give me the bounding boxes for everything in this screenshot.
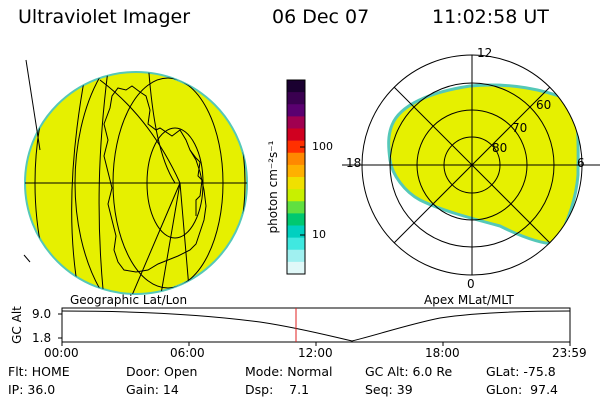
colorbar-cell (287, 213, 305, 227)
colorbar-cell (287, 128, 305, 142)
colorbar-cell (287, 189, 305, 202)
colorbar-cell (287, 201, 305, 214)
color-scale (286, 79, 306, 275)
status-gc-altitude: GC Alt: 6.0 Re (365, 364, 453, 379)
altitude-xtick: 12:00 (298, 346, 333, 360)
meridian-line (129, 182, 181, 294)
instrument-title: Ultraviolet Imager (18, 6, 191, 28)
altitude-plot (58, 307, 571, 346)
mlat-label-60: 60 (536, 98, 552, 112)
colorbar-cell (287, 92, 305, 105)
colorbar-cell (287, 237, 305, 251)
mlt-label-left: 18 (346, 156, 362, 170)
status-flight: Flt: HOME (8, 364, 70, 379)
altitude-xtick: 18:00 (425, 346, 460, 360)
meridian-line (25, 59, 41, 151)
observation-date: 06 Dec 07 (272, 6, 370, 28)
colorbar-cell (287, 261, 305, 275)
altitude-xtick: 00:00 (44, 346, 79, 360)
status-door: Door: Open (126, 364, 198, 379)
altitude-ytick-high: 9.0 (32, 307, 52, 321)
status-sequence: Seq: 39 (365, 382, 413, 397)
colorbar-cell (287, 152, 305, 166)
colorbar-cell (287, 140, 305, 154)
colorbar-cell (287, 164, 305, 178)
colorbar-cell (287, 80, 305, 93)
altitude-ytick-low: 1.8 (32, 331, 52, 345)
status-geo-longitude: GLon: 97.4 (486, 382, 558, 397)
altitude-curve (61, 310, 571, 342)
status-ip: IP: 36.0 (8, 382, 56, 397)
colorbar-cell (287, 177, 305, 190)
geographic-image (23, 59, 248, 295)
colorbar-tick-10: 10 (312, 228, 326, 241)
meridian-line (147, 72, 176, 184)
mlt-label-top: 12 (477, 46, 493, 60)
mlt-diagonal (393, 86, 551, 244)
altitude-ylabel: GC Alt (10, 306, 24, 344)
meridian-line (99, 79, 181, 184)
mlat-label-70: 70 (512, 121, 528, 135)
colorbar-cell (287, 225, 305, 239)
geographic-caption: Geographic Lat/Lon (70, 293, 188, 307)
meridian-line (23, 254, 31, 263)
mlat-label-80: 80 (492, 141, 508, 155)
colorbar-tick-100: 100 (312, 140, 333, 153)
meridian-line (71, 72, 89, 294)
coastline (189, 149, 203, 216)
coastline (103, 85, 207, 273)
mlt-label-bottom: 0 (467, 277, 475, 291)
colorbar-unit-label: photon cm⁻²s⁻¹ (266, 140, 280, 234)
altitude-xtick: 06:00 (170, 346, 205, 360)
colorbar-cell (287, 104, 305, 117)
status-geo-latitude: GLat: -75.8 (486, 364, 556, 379)
status-dsp: Dsp: 7.1 (245, 382, 310, 397)
status-gain: Gain: 14 (126, 382, 179, 397)
meridian-line (98, 72, 109, 294)
magnetic-caption: Apex MLat/MLT (424, 293, 514, 307)
meridian-line (159, 182, 181, 294)
observation-time: 11:02:58 UT (432, 6, 549, 28)
altitude-xtick: 23:59 (552, 346, 587, 360)
magnetic-polar-image (342, 54, 600, 276)
colorbar-cell (287, 116, 305, 130)
status-mode: Mode: Normal (245, 364, 333, 379)
mlt-label-right: 6 (577, 156, 585, 170)
colorbar-cell (287, 249, 305, 263)
